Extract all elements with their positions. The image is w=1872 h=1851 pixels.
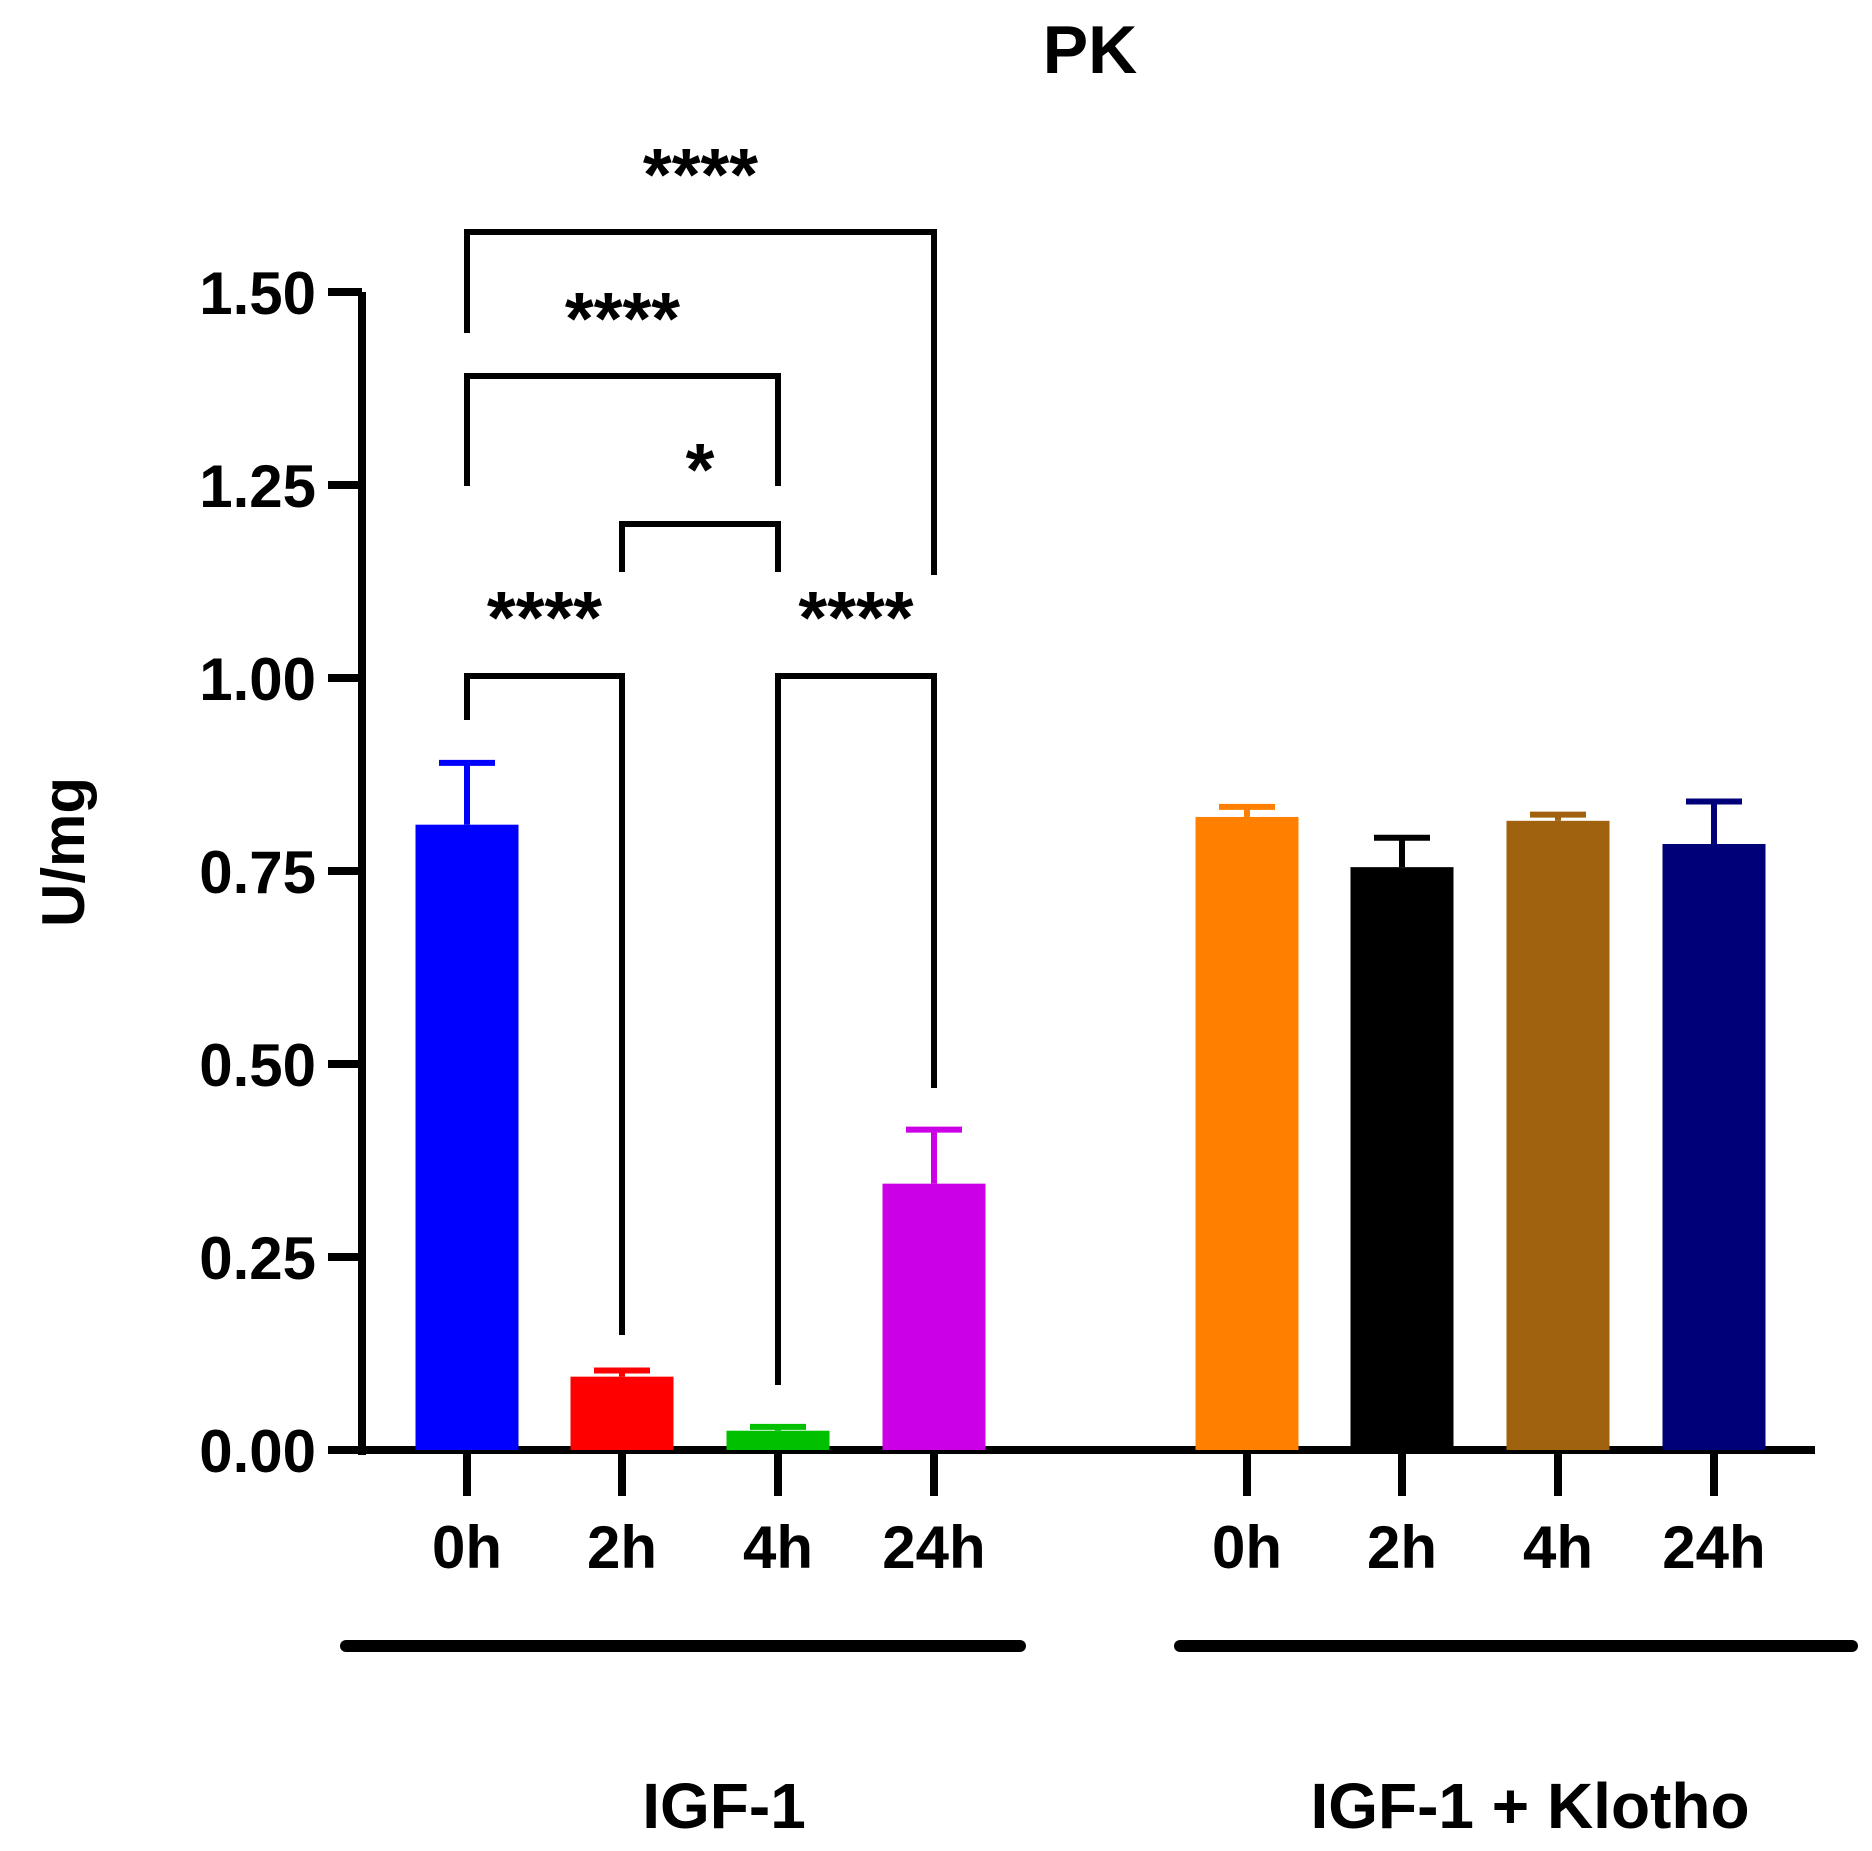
y-tick-label: 0.75 [199, 839, 316, 906]
y-tick-label: 1.50 [199, 260, 316, 327]
significance-label: * [686, 428, 715, 511]
x-category-label: 0h [1212, 1514, 1282, 1581]
y-tick-label: 0.50 [199, 1032, 316, 1099]
significance-bracket [775, 673, 937, 1385]
x-category-label: 2h [1367, 1514, 1437, 1581]
bars-layer [415, 759, 1766, 1450]
bar [882, 1183, 986, 1450]
bar [415, 824, 519, 1450]
chart-title: PK [1043, 12, 1137, 88]
x-category-label: 24h [882, 1514, 985, 1581]
bar [726, 1430, 830, 1450]
labels-layer: 0h 2h 4h 24h IGF-1 0h 2h 4h 24h IGF-1 + Klotho [340, 1514, 1858, 1842]
significance-bracket [619, 521, 781, 572]
significance-label: **** [565, 277, 680, 360]
x-category-label: 4h [743, 1514, 813, 1581]
group-label: IGF-1 [642, 1770, 806, 1842]
x-category-label: 4h [1523, 1514, 1593, 1581]
significance-bracket [464, 673, 625, 1335]
y-tick-label: 1.25 [199, 453, 316, 520]
significance-bracket [464, 373, 781, 486]
x-category-label: 2h [587, 1514, 657, 1581]
bar [1195, 816, 1299, 1450]
significance-label: **** [798, 576, 913, 659]
group-label: IGF-1 + Klotho [1310, 1770, 1749, 1842]
y-tick-label: 1.00 [199, 646, 316, 713]
y-tick-label: 0.00 [199, 1418, 316, 1485]
x-category-label: 24h [1662, 1514, 1765, 1581]
significance-label: **** [643, 133, 758, 216]
significance-label: **** [487, 576, 602, 659]
bar [1506, 820, 1610, 1450]
significance-layer: ************* **** [464, 133, 937, 1385]
x-category-label: 0h [432, 1514, 502, 1581]
significance-bracket [464, 229, 937, 575]
axes: 0.00 0.25 0.50 0.75 1.00 1.25 1.50 [199, 260, 1815, 1496]
y-tick-label: 0.25 [199, 1225, 316, 1292]
bar [1350, 867, 1454, 1450]
bar [1662, 843, 1766, 1450]
y-axis-label: U/mg [30, 777, 97, 927]
bar [570, 1376, 674, 1450]
